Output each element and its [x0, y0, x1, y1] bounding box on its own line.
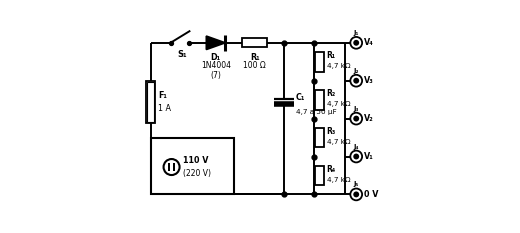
- Text: V₂: V₂: [364, 114, 374, 123]
- Circle shape: [353, 116, 359, 122]
- Text: 4,7 kΩ: 4,7 kΩ: [327, 177, 350, 182]
- Polygon shape: [206, 36, 225, 50]
- Bar: [242, 38, 267, 47]
- Text: F₁: F₁: [158, 91, 167, 100]
- Circle shape: [350, 75, 362, 87]
- Bar: [147, 82, 154, 122]
- Bar: [315, 128, 324, 147]
- Circle shape: [350, 188, 362, 200]
- Text: C₁: C₁: [296, 93, 305, 102]
- Circle shape: [353, 78, 359, 84]
- Text: R₄: R₄: [327, 165, 336, 174]
- Bar: [315, 90, 324, 110]
- Bar: [315, 166, 324, 185]
- Text: J₄: J₄: [354, 144, 359, 150]
- Text: V₃: V₃: [364, 76, 374, 85]
- Bar: [146, 81, 155, 123]
- Text: 100 Ω: 100 Ω: [243, 61, 266, 70]
- Bar: [150, 137, 233, 194]
- Text: D₁: D₁: [211, 53, 221, 62]
- Circle shape: [350, 37, 362, 49]
- Bar: [173, 163, 175, 171]
- Text: J₁: J₁: [354, 30, 359, 36]
- Text: 4,7 kΩ: 4,7 kΩ: [327, 139, 350, 145]
- Text: S₁: S₁: [177, 50, 187, 59]
- Text: J₃: J₃: [354, 106, 359, 112]
- Text: 1N4004: 1N4004: [201, 61, 231, 70]
- Text: 4,7 kΩ: 4,7 kΩ: [327, 101, 350, 107]
- Circle shape: [353, 192, 359, 197]
- Circle shape: [164, 159, 179, 175]
- Circle shape: [353, 40, 359, 46]
- Text: V₄: V₄: [364, 38, 374, 47]
- Text: 0 V: 0 V: [364, 190, 379, 199]
- Text: V₁: V₁: [364, 152, 374, 161]
- Bar: [315, 52, 324, 72]
- Text: R₁: R₁: [327, 51, 336, 60]
- Circle shape: [353, 154, 359, 159]
- Text: R₂: R₂: [327, 89, 336, 98]
- Text: R₁: R₁: [250, 53, 259, 62]
- Text: (220 V): (220 V): [183, 169, 211, 178]
- Circle shape: [350, 151, 362, 162]
- Text: 110 V: 110 V: [183, 156, 209, 165]
- Text: 1 A: 1 A: [158, 104, 171, 113]
- Text: J₅: J₅: [354, 182, 359, 188]
- Circle shape: [350, 113, 362, 124]
- Text: R₃: R₃: [327, 127, 336, 136]
- Text: 4,7 kΩ: 4,7 kΩ: [327, 63, 350, 69]
- Text: J₂: J₂: [354, 68, 359, 74]
- Text: 4,7 a 50 μF: 4,7 a 50 μF: [296, 109, 336, 115]
- Bar: [168, 163, 170, 171]
- Text: (7): (7): [211, 71, 221, 80]
